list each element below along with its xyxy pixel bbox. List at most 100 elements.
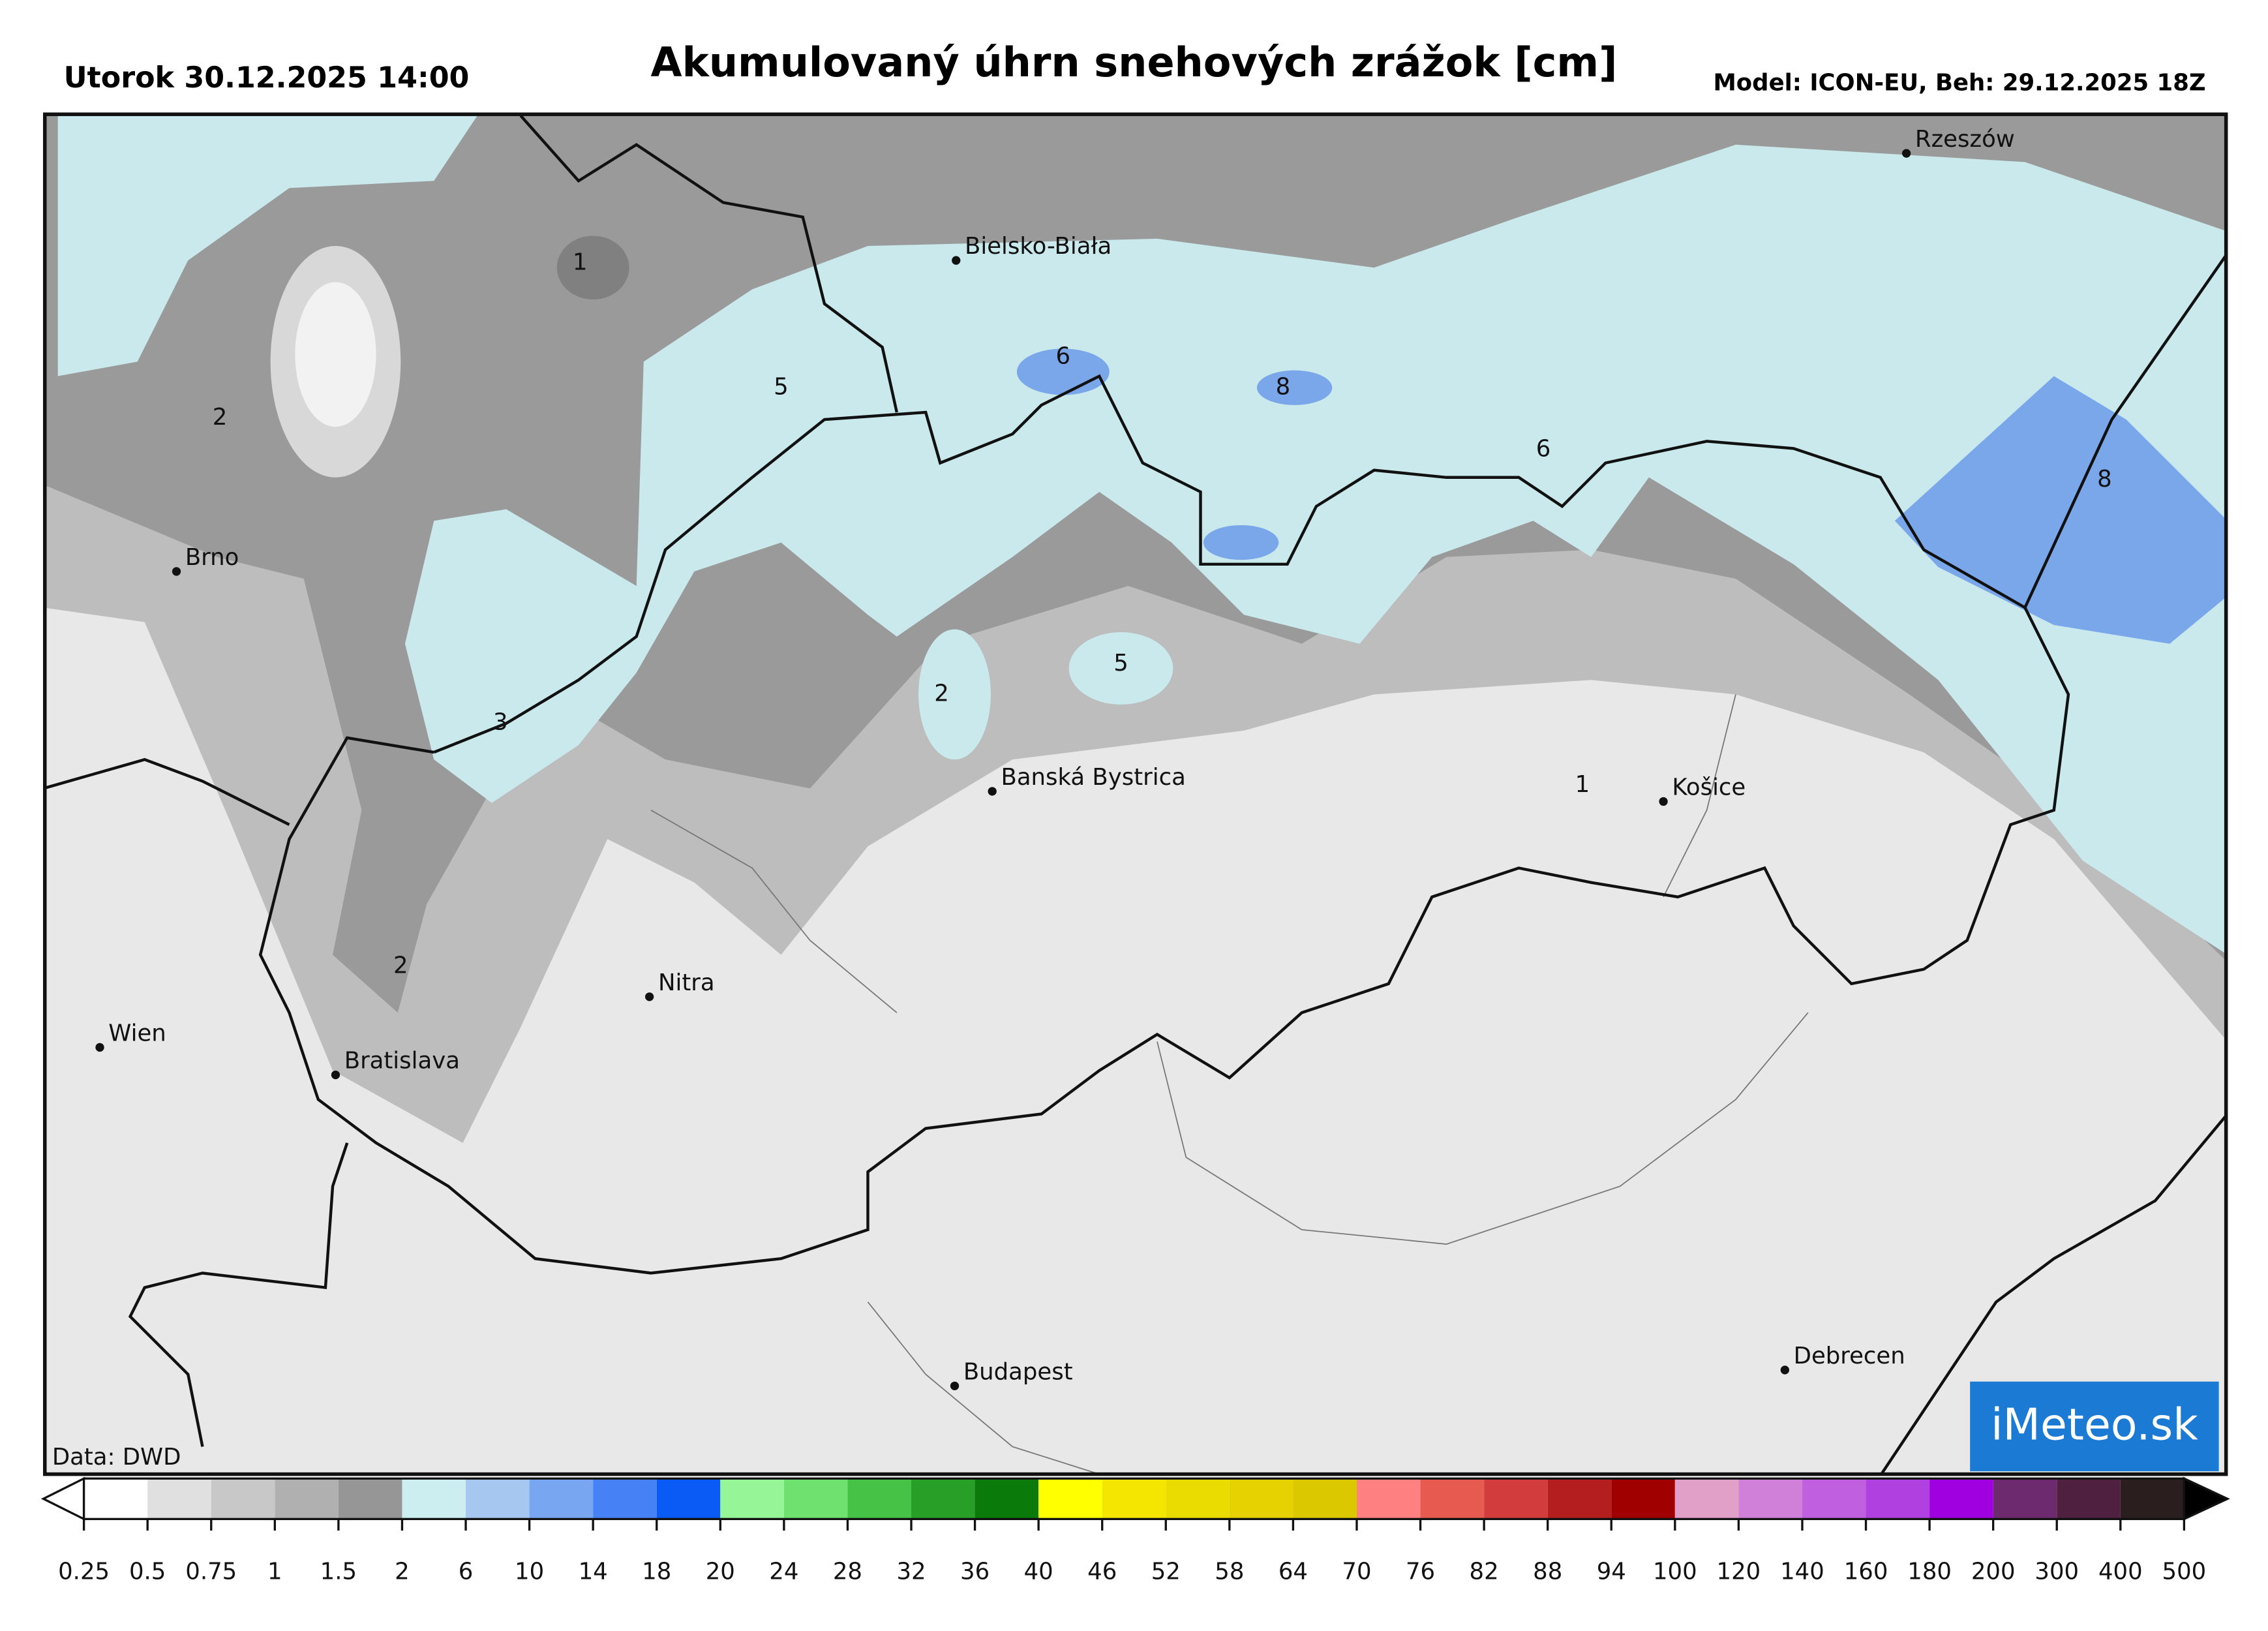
snow-area [404,144,2226,954]
colorbar-box [911,1478,975,1519]
colorbar-tick-label: 28 [833,1558,862,1585]
city-dot [1901,149,1911,158]
snow-area [57,115,477,376]
city-dot [1659,797,1668,806]
colorbar-tick-label: 32 [896,1558,926,1585]
city-dot [644,992,654,1001]
city-label: Debrecen [1794,1343,1905,1369]
colorbar-tick-label: 70 [1342,1558,1371,1585]
contour-label: 8 [2097,466,2112,493]
colorbar-tick-label: 0.75 [185,1558,237,1585]
colorbar-box [83,1478,148,1519]
region-border [1663,694,1736,898]
colorbar-box [783,1478,848,1519]
colorbar-box [1738,1478,1802,1519]
colorbar-tick-label: 24 [769,1558,798,1585]
colorbar-box [275,1478,339,1519]
city-label: Budapest [963,1358,1073,1385]
colorbar-box [1866,1478,1930,1519]
country-border [258,374,2070,1275]
model-info: Model: ICON-EU, Beh: 29.12.2025 18Z [1714,70,2206,97]
colorbar-box [656,1478,721,1519]
colorbar-tick-label: 200 [1971,1558,2016,1585]
colorbar-box [147,1478,211,1519]
country-border [519,114,898,413]
snow-area [918,629,991,760]
colorbar-tick-label: 20 [706,1558,735,1585]
colorbar-tick-label: 58 [1215,1558,1244,1585]
colorbar-tick-label: 88 [1533,1558,1562,1585]
colorbar-tick-label: 76 [1406,1558,1435,1585]
contour-label: 6 [1536,436,1551,463]
city-label: Košice [1672,774,1746,801]
colorbar-box [529,1478,594,1519]
snow-heavy [1203,525,1279,560]
city-dot [1780,1365,1790,1375]
city-dot [950,1381,960,1391]
logo-box [1970,1381,2219,1472]
colorbar-box [1102,1478,1166,1519]
city-label: Wien [108,1020,166,1047]
colorbar-box [1929,1478,1993,1519]
colorbar-tick-label: 400 [2098,1558,2143,1585]
colorbar-tick-label: 0.5 [129,1558,166,1585]
colorbar-box [466,1478,530,1519]
city-label: Banská Bystrica [1001,764,1185,791]
contour-label: 5 [1113,650,1128,677]
colorbar-tick-label: 180 [1907,1558,1952,1585]
colorbar-box [2057,1478,2121,1519]
colorbar-tick-label: 120 [1717,1558,1761,1585]
colorbar-box [1356,1478,1421,1519]
city-dot [95,1043,104,1052]
data-source: Data: DWD [52,1444,181,1471]
colorbar-tick-label: 40 [1024,1558,1053,1585]
city-dot [331,1070,340,1080]
contour-label: 3 [493,709,508,736]
colorbar-box [1229,1478,1293,1519]
city-dot [952,256,961,265]
colorbar-box [1293,1478,1357,1519]
city-label: Bielsko-Biała [965,233,1111,260]
colorbar-tick-label: 100 [1653,1558,1697,1585]
colorbar-tick-label: 18 [642,1558,671,1585]
logo: iMeteo.sk [1991,1399,2198,1450]
colorbar-box [847,1478,912,1519]
colorbar-box [1547,1478,1612,1519]
region-border [867,1302,1100,1474]
snow-area [1068,632,1173,705]
colorbar-tick-label: 64 [1278,1558,1308,1585]
colorbar-tick-label: 2 [395,1558,410,1585]
contour-label: 1 [573,249,588,276]
snow-heavy [1894,376,2226,644]
colorbar-box [1802,1478,1866,1519]
snow-band [295,282,376,427]
colorbar-tick-label: 94 [1597,1558,1626,1585]
colorbar-tick-label: 300 [2034,1558,2079,1585]
colorbar-tick-label: 46 [1087,1558,1117,1585]
colorbar-tick-label: 1.5 [320,1558,357,1585]
colorbar-tick-label: 14 [579,1558,608,1585]
country-border [128,1142,349,1447]
colorbar-box [1484,1478,1548,1519]
colorbar-frame [82,1477,2186,1521]
contour-label: 2 [934,680,949,707]
map-frame [42,112,2228,1476]
colorbar-tick-label: 140 [1780,1558,1824,1585]
city-dot [172,567,181,576]
contour-label: 8 [1276,373,1291,400]
colorbar-box [2120,1478,2185,1519]
city-label: Nitra [658,969,715,996]
colorbar-tick-label: 10 [515,1558,544,1585]
contour-label: 2 [213,404,228,431]
colorbar-tick-label: 82 [1470,1558,1499,1585]
region-border [650,810,898,1013]
city-label: Rzeszów [1915,126,2015,153]
city-label: Bratislava [344,1048,460,1075]
colorbar: 0.25 0.5 0.75 1 1.5 2 6 10 14 18 20 24 28 32 36 40 46 52 5… [40,1476,2230,1585]
colorbar-box [211,1478,275,1519]
colorbar-box [1038,1478,1102,1519]
colorbar-box [1993,1478,2057,1519]
snow-heavy [1256,370,1333,405]
map: Rzeszów Bielsko-Biała Brno Banská Bystrica K… [42,112,2228,1476]
colorbar-tick-label: 160 [1844,1558,1888,1585]
